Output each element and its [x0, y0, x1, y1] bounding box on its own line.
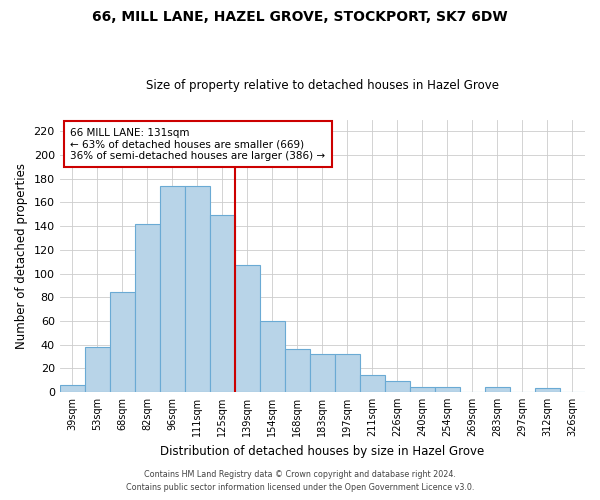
Bar — [385, 382, 410, 392]
Title: Size of property relative to detached houses in Hazel Grove: Size of property relative to detached ho… — [146, 79, 499, 92]
Bar — [360, 376, 385, 392]
Bar — [285, 350, 310, 392]
Bar — [59, 385, 85, 392]
Text: 66 MILL LANE: 131sqm
← 63% of detached houses are smaller (669)
36% of semi-deta: 66 MILL LANE: 131sqm ← 63% of detached h… — [70, 128, 325, 161]
Bar — [335, 354, 360, 392]
Bar — [485, 387, 510, 392]
Bar — [85, 347, 110, 392]
X-axis label: Distribution of detached houses by size in Hazel Grove: Distribution of detached houses by size … — [160, 444, 484, 458]
Bar — [260, 321, 285, 392]
Bar — [110, 292, 135, 392]
Bar — [185, 186, 210, 392]
Bar — [235, 265, 260, 392]
Bar — [135, 224, 160, 392]
Bar — [210, 216, 235, 392]
Bar — [160, 186, 185, 392]
Y-axis label: Number of detached properties: Number of detached properties — [15, 162, 28, 348]
Bar — [310, 354, 335, 392]
Bar — [435, 387, 460, 392]
Text: 66, MILL LANE, HAZEL GROVE, STOCKPORT, SK7 6DW: 66, MILL LANE, HAZEL GROVE, STOCKPORT, S… — [92, 10, 508, 24]
Text: Contains HM Land Registry data © Crown copyright and database right 2024.
Contai: Contains HM Land Registry data © Crown c… — [126, 470, 474, 492]
Bar — [535, 388, 560, 392]
Bar — [410, 387, 435, 392]
